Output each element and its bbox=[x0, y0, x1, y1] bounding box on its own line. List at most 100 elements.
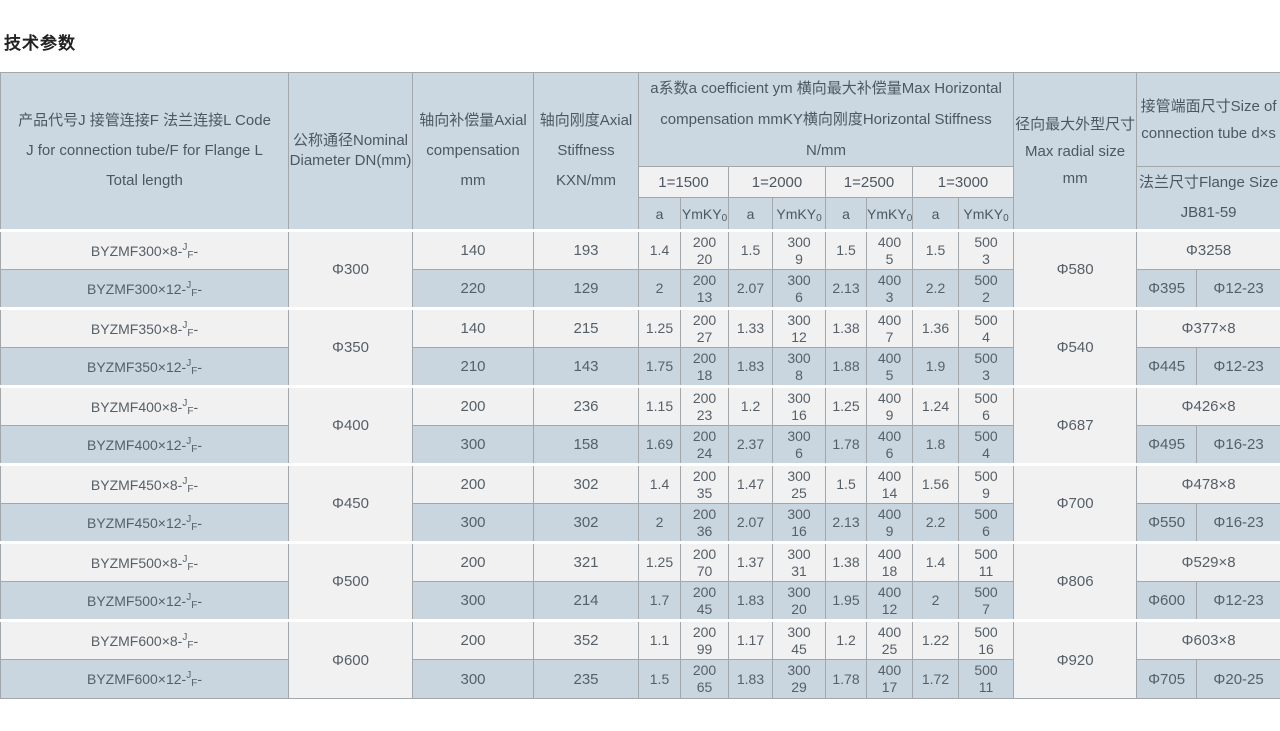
product-code-cell: BYZMF600×12-JF- bbox=[0, 659, 289, 699]
flange-diameter-cell: Φ600 bbox=[1136, 581, 1198, 621]
flange-holes-cell: Φ16-23 bbox=[1196, 425, 1280, 465]
connection-tube-size-header: 接管端面尺寸Size of connection tube d×s bbox=[1136, 72, 1280, 167]
ym-ky-cell: 200 35 bbox=[680, 463, 729, 504]
a-coefficient-cell: 1.4 bbox=[638, 463, 681, 504]
axial-stiffness-cell: 215 bbox=[533, 307, 639, 348]
ym-ky-cell: 300 16 bbox=[772, 385, 826, 426]
axial-stiffness-cell: 321 bbox=[533, 541, 639, 582]
a-coefficient-cell: 1.5 bbox=[728, 229, 773, 270]
stiffness-class-header-1: 1=1500 bbox=[638, 166, 729, 198]
ym-ky-cell: 500 11 bbox=[957, 659, 1015, 699]
ym-ky-header: YmKY0 bbox=[680, 197, 729, 231]
nominal-diameter-header: 公称通径Nominal Diameter DN(mm) bbox=[288, 72, 413, 231]
a-coefficient-cell: 1.88 bbox=[825, 347, 867, 387]
ym-ky-cell: 400 5 bbox=[866, 347, 913, 387]
ym-ky-cell: 300 6 bbox=[772, 269, 826, 309]
max-radial-size-header: 径向最大外型尺寸 Max radial size mm bbox=[1013, 72, 1138, 231]
a-coefficient-cell: 1.83 bbox=[728, 659, 773, 699]
stiffness-class-header-4: 1=3000 bbox=[911, 166, 1015, 198]
ym-ky-cell: 300 8 bbox=[772, 347, 826, 387]
ym-ky-cell: 200 20 bbox=[680, 229, 729, 270]
ym-ky-cell: 200 99 bbox=[680, 619, 729, 660]
a-coefficient-cell: 2.2 bbox=[912, 503, 959, 543]
axial-compensation-cell: 140 bbox=[412, 307, 534, 348]
a-coefficient-cell: 1.69 bbox=[638, 425, 681, 465]
nominal-diameter-cell: Φ300 bbox=[288, 229, 413, 309]
max-radial-size-cell: Φ687 bbox=[1013, 385, 1138, 465]
ym-ky-cell: 500 6 bbox=[957, 503, 1015, 543]
ym-ky-cell: 300 31 bbox=[772, 541, 826, 582]
product-code-cell: BYZMF400×8-JF- bbox=[0, 385, 289, 426]
header-row-main: 产品代号J 接管连接F 法兰连接L Code J for connection … bbox=[0, 72, 1280, 231]
axial-stiffness-cell: 158 bbox=[533, 425, 639, 465]
axial-compensation-cell: 300 bbox=[412, 659, 534, 699]
ym-ky-cell: 300 45 bbox=[772, 619, 826, 660]
a-coefficient-cell: 1.38 bbox=[825, 307, 867, 348]
a-coefficient-cell: 2 bbox=[638, 503, 681, 543]
ym-ky-cell: 400 5 bbox=[866, 229, 913, 270]
ym-ky-cell: 200 65 bbox=[680, 659, 729, 699]
axial-compensation-cell: 210 bbox=[412, 347, 534, 387]
a-coefficient-cell: 1.2 bbox=[728, 385, 773, 426]
connection-tube-size-cell: Φ478×8 bbox=[1136, 463, 1280, 504]
a-coefficient-cell: 1.17 bbox=[728, 619, 773, 660]
a-coefficient-cell: 2 bbox=[638, 269, 681, 309]
table-row: BYZMF500×8-JF- Φ500 200 321 1.25 200 70 1.37 300… bbox=[0, 541, 1280, 621]
ym-ky-cell: 300 12 bbox=[772, 307, 826, 348]
axial-stiffness-cell: 129 bbox=[533, 269, 639, 309]
axial-stiffness-cell: 214 bbox=[533, 581, 639, 621]
connection-tube-size-cell: Φ603×8 bbox=[1136, 619, 1280, 660]
ym-ky-header: YmKY0 bbox=[957, 197, 1015, 231]
table-row: BYZMF600×8-JF- Φ600 200 352 1.1 200 99 1.17 300 4… bbox=[0, 619, 1280, 699]
technical-parameters-table: 产品代号J 接管连接F 法兰连接L Code J for connection … bbox=[0, 72, 1280, 699]
axial-compensation-cell: 300 bbox=[412, 425, 534, 465]
a-coefficient-header: a bbox=[728, 197, 773, 231]
ym-ky-cell: 500 6 bbox=[957, 385, 1015, 426]
nominal-diameter-cell: Φ400 bbox=[288, 385, 413, 465]
ym-ky-cell: 400 9 bbox=[866, 385, 913, 426]
a-coefficient-cell: 1.5 bbox=[638, 659, 681, 699]
axial-compensation-cell: 200 bbox=[412, 619, 534, 660]
a-coefficient-cell: 1.25 bbox=[638, 307, 681, 348]
ym-ky-cell: 200 23 bbox=[680, 385, 729, 426]
axial-compensation-cell: 200 bbox=[412, 541, 534, 582]
a-coefficient-cell: 2 bbox=[912, 581, 959, 621]
a-coefficient-cell: 1.4 bbox=[912, 541, 959, 582]
ym-ky-cell: 200 36 bbox=[680, 503, 729, 543]
axial-stiffness-cell: 236 bbox=[533, 385, 639, 426]
a-coefficient-cell: 1.22 bbox=[912, 619, 959, 660]
flange-diameter-cell: Φ445 bbox=[1136, 347, 1198, 387]
table-body: BYZMF300×8-JF- Φ300 140 193 1.4 200 20 1.5 300 9 1… bbox=[0, 229, 1280, 699]
table-row: BYZMF500×12-JF- 300 214 1.7 200 45 1.83 300 20 1.… bbox=[0, 581, 1280, 621]
flange-holes-cell: Φ16-23 bbox=[1196, 503, 1280, 543]
ym-ky-cell: 200 24 bbox=[680, 425, 729, 465]
flange-diameter-cell: Φ705 bbox=[1136, 659, 1198, 699]
product-code-cell: BYZMF600×8-JF- bbox=[0, 619, 289, 660]
a-coefficient-cell: 1.83 bbox=[728, 347, 773, 387]
ym-ky-cell: 400 7 bbox=[866, 307, 913, 348]
product-code-cell: BYZMF350×8-JF- bbox=[0, 307, 289, 348]
product-code-header: 产品代号J 接管连接F 法兰连接L Code J for connection … bbox=[0, 72, 289, 231]
product-code-cell: BYZMF450×12-JF- bbox=[0, 503, 289, 543]
axial-stiffness-header: 轴向刚度Axial Stiffness KXN/mm bbox=[533, 72, 639, 231]
ym-ky-cell: 300 29 bbox=[772, 659, 826, 699]
max-radial-size-cell: Φ540 bbox=[1013, 307, 1138, 387]
table-row: BYZMF450×12-JF- 300 302 2 200 36 2.07 300 16 2.13… bbox=[0, 503, 1280, 543]
table-row: BYZMF400×12-JF- 300 158 1.69 200 24 2.37 300 6 1.… bbox=[0, 425, 1280, 465]
ym-ky-cell: 400 14 bbox=[866, 463, 913, 504]
nominal-diameter-cell: Φ600 bbox=[288, 619, 413, 699]
axial-compensation-cell: 200 bbox=[412, 385, 534, 426]
a-coefficient-cell: 1.4 bbox=[638, 229, 681, 270]
a-coefficient-header: a bbox=[638, 197, 681, 231]
table-row: BYZMF350×8-JF- Φ350 140 215 1.25 200 27 1.33 300… bbox=[0, 307, 1280, 387]
nominal-diameter-cell: Φ500 bbox=[288, 541, 413, 621]
table-row: BYZMF400×8-JF- Φ400 200 236 1.15 200 23 1.2 300 1… bbox=[0, 385, 1280, 465]
a-coefficient-cell: 1.78 bbox=[825, 425, 867, 465]
ym-ky-cell: 300 25 bbox=[772, 463, 826, 504]
a-coefficient-cell: 1.78 bbox=[825, 659, 867, 699]
a-coefficient-cell: 1.15 bbox=[638, 385, 681, 426]
a-coefficient-header: a bbox=[825, 197, 867, 231]
horizontal-group-header: a系数a coefficient ym 横向最大补偿量Max Horizonta… bbox=[637, 72, 1015, 167]
ym-ky-header: YmKY0 bbox=[772, 197, 826, 231]
a-coefficient-cell: 1.24 bbox=[912, 385, 959, 426]
